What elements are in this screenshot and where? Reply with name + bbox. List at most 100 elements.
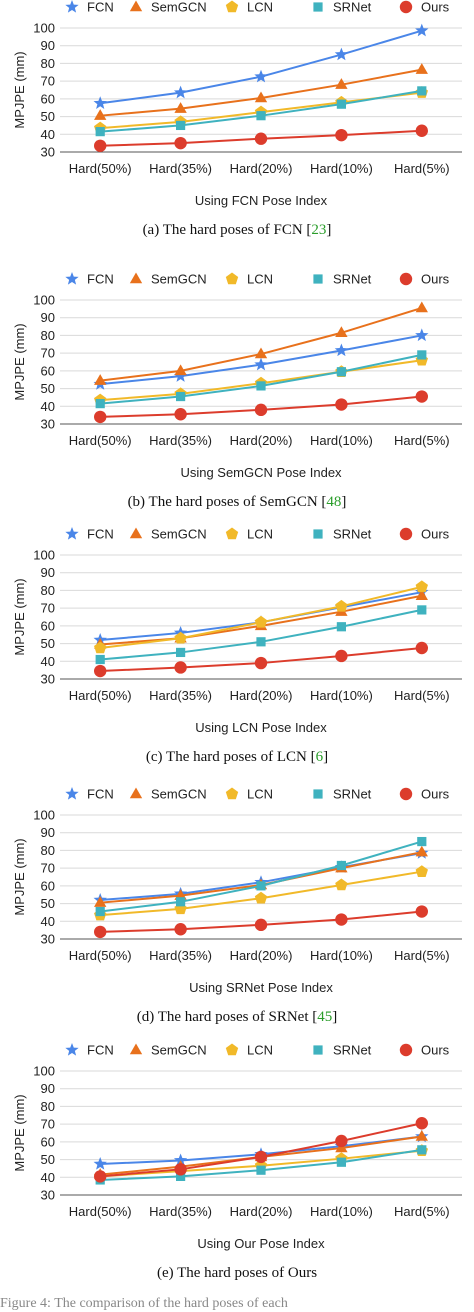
point-srnet-hard-35 <box>176 391 186 402</box>
x-tick-label-hard-35: Hard(35%) <box>149 688 212 703</box>
legend-marker-srnet <box>313 274 323 284</box>
y-tick-label-60: 60 <box>41 91 55 106</box>
caption-d: (d) The hard poses of SRNet [45] <box>0 1009 474 1026</box>
point-semgcn-hard-50 <box>94 374 107 385</box>
chart-d: FCN SemGCN LCN SRNet Ours 30 40 50 60 70 80 90 100 MP… <box>12 787 462 995</box>
legend-marker-lcn <box>225 1043 239 1056</box>
point-srnet-hard-50 <box>95 906 105 917</box>
caption-c-ref[interactable]: 6 <box>315 749 324 765</box>
legend-label-lcn: LCN <box>247 1043 273 1058</box>
y-axis-title: MPJPE (mm) <box>12 323 27 400</box>
y-tick-label-60: 60 <box>41 878 55 893</box>
point-lcn-hard-5 <box>415 865 428 877</box>
x-tick-label-hard-10: Hard(10%) <box>310 688 373 703</box>
y-tick-label-40: 40 <box>41 1170 55 1185</box>
x-tick-label-hard-50: Hard(50%) <box>69 1204 132 1219</box>
x-tick-label-hard-20: Hard(20%) <box>230 948 293 963</box>
y-axis-title: MPJPE (mm) <box>12 578 27 655</box>
legend: FCN SemGCN LCN SRNet Ours <box>65 787 450 802</box>
legend-label-lcn: LCN <box>247 527 273 542</box>
y-tick-label-30: 30 <box>41 417 55 432</box>
legend-marker-ours <box>399 527 413 541</box>
point-lcn-hard-50 <box>94 641 107 654</box>
point-fcn-hard-10 <box>334 47 349 61</box>
y-tick-label-90: 90 <box>41 565 55 580</box>
caption-b-ref[interactable]: 48 <box>326 494 342 510</box>
x-axis-title: Using SemGCN Pose Index <box>180 465 342 480</box>
series-srnet <box>95 86 427 137</box>
point-semgcn-hard-35 <box>174 364 187 376</box>
caption-c-text: (c) The hard poses of LCN [ <box>145 749 316 765</box>
point-srnet-hard-35 <box>176 1171 186 1181</box>
x-tick-label-hard-35: Hard(35%) <box>149 161 212 176</box>
point-ours-hard-35 <box>174 661 187 674</box>
caption-a-ref[interactable]: 23 <box>311 222 327 238</box>
point-srnet-hard-10 <box>336 99 346 109</box>
x-tick-label-hard-10: Hard(10%) <box>310 948 373 963</box>
point-lcn-hard-5 <box>415 580 428 593</box>
legend-marker-ours <box>399 787 413 801</box>
point-fcn-hard-20 <box>254 357 268 371</box>
legend-label-ours: Ours <box>421 272 450 287</box>
point-lcn-hard-35 <box>174 631 187 644</box>
point-fcn-hard-5 <box>415 328 429 342</box>
legend-label-semgcn: SemGCN <box>151 787 207 802</box>
legend-marker-semgcn <box>129 272 143 284</box>
point-lcn-hard-10 <box>335 878 348 891</box>
y-tick-label-50: 50 <box>41 636 55 651</box>
y-tick-label-60: 60 <box>41 363 55 378</box>
point-lcn-hard-10 <box>335 599 348 612</box>
y-tick-label-40: 40 <box>41 914 55 929</box>
y-tick-label-90: 90 <box>41 825 55 840</box>
y-tick-label-100: 100 <box>33 548 55 563</box>
legend-label-ours: Ours <box>421 787 450 802</box>
legend-label-srnet: SRNet <box>333 787 372 802</box>
point-srnet-hard-50 <box>95 654 105 665</box>
legend-marker-srnet <box>313 789 323 799</box>
y-tick-label-80: 80 <box>41 583 55 598</box>
point-srnet-hard-35 <box>176 897 186 907</box>
point-semgcn-hard-5 <box>415 301 428 313</box>
legend-marker-srnet <box>313 2 323 12</box>
caption-d-ref[interactable]: 45 <box>317 1009 333 1025</box>
legend-marker-fcn <box>65 1043 79 1056</box>
x-tick-label-hard-5: Hard(5%) <box>394 433 450 448</box>
point-ours-hard-5 <box>415 390 428 403</box>
caption-a: (a) The hard poses of FCN [23] <box>0 222 474 239</box>
y-tick-label-90: 90 <box>41 38 55 53</box>
legend-label-ours: Ours <box>421 527 450 542</box>
legend-label-ours: Ours <box>421 0 450 15</box>
x-axis-title: Using Our Pose Index <box>197 1236 325 1251</box>
series-fcn <box>93 23 429 109</box>
y-tick-label-30: 30 <box>41 932 55 947</box>
series-ours <box>94 905 428 939</box>
series-semgcn <box>94 63 428 120</box>
point-semgcn-hard-10 <box>335 326 348 337</box>
point-semgcn-hard-10 <box>335 78 348 89</box>
y-axis-title: MPJPE (mm) <box>12 1094 27 1171</box>
series-ours <box>94 390 428 424</box>
point-fcn-hard-35 <box>173 85 188 99</box>
point-fcn-hard-50 <box>93 1157 107 1170</box>
legend-label-semgcn: SemGCN <box>151 272 207 287</box>
point-ours-hard-20 <box>254 403 268 417</box>
point-ours-hard-10 <box>335 128 348 142</box>
point-ours-hard-35 <box>174 1163 187 1176</box>
point-srnet-hard-50 <box>95 127 105 137</box>
legend-marker-semgcn <box>129 1043 143 1055</box>
y-tick-label-80: 80 <box>41 1099 55 1114</box>
x-tick-label-hard-5: Hard(5%) <box>394 948 450 963</box>
legend-label-fcn: FCN <box>87 0 114 15</box>
y-tick-label-90: 90 <box>41 310 55 325</box>
legend-label-fcn: FCN <box>87 1043 114 1058</box>
caption-a-text: (a) The hard poses of FCN [ <box>142 222 312 238</box>
legend-marker-srnet <box>313 529 323 539</box>
point-semgcn-hard-5 <box>415 589 428 600</box>
legend-label-fcn: FCN <box>87 527 114 542</box>
chart-e: FCN SemGCN LCN SRNet Ours 30 40 50 60 70 80 90 100 MP… <box>12 1043 462 1251</box>
y-tick-label-70: 70 <box>41 1117 55 1132</box>
point-ours-hard-20 <box>254 918 268 932</box>
series-lcn <box>94 580 428 654</box>
series-srnet <box>95 605 427 665</box>
point-ours-hard-35 <box>174 136 187 150</box>
